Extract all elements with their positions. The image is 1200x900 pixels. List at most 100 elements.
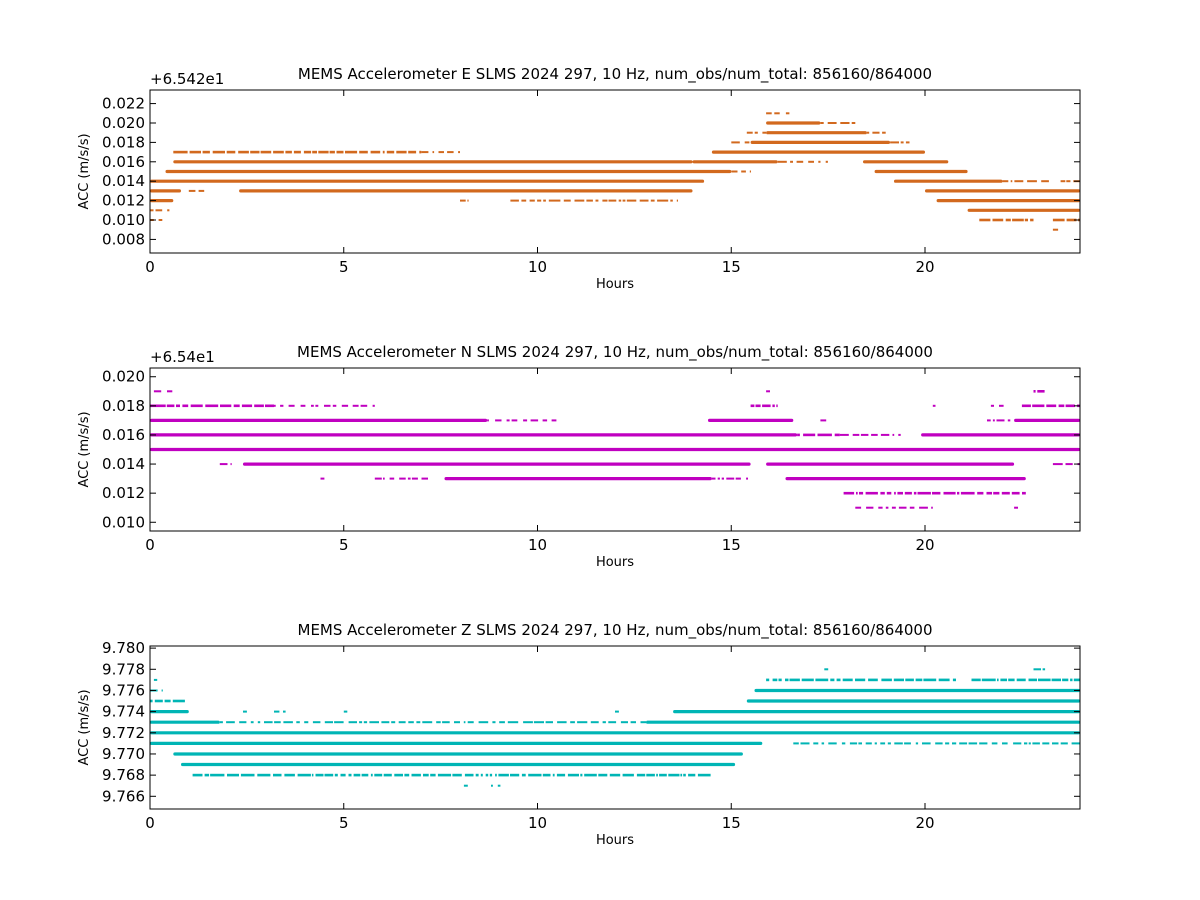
data-point	[422, 721, 433, 724]
data-point	[348, 773, 352, 777]
data-point	[968, 742, 978, 745]
x-axis-label: Hours	[596, 277, 634, 292]
data-point	[1007, 419, 1011, 422]
data-point	[825, 160, 828, 163]
data-band-sparse	[1052, 228, 1059, 231]
y-tick-label: 9.772	[102, 724, 145, 742]
data-point	[556, 773, 566, 777]
data-band-sparse	[866, 131, 886, 134]
data-point	[711, 477, 716, 480]
data-point	[528, 773, 542, 777]
data-point	[789, 678, 800, 682]
data-point	[250, 150, 260, 154]
data-band	[925, 189, 1080, 193]
data-point	[348, 721, 357, 724]
data-point	[396, 150, 407, 154]
data-point	[891, 506, 896, 509]
data-point	[855, 678, 866, 682]
data-point	[507, 721, 519, 724]
data-band	[874, 169, 968, 174]
data-band-sparse	[750, 404, 778, 408]
data-band-sparse	[979, 218, 1034, 222]
data-point	[167, 390, 173, 393]
data-band-sparse	[1014, 506, 1018, 509]
x-tick-label: 0	[145, 258, 155, 276]
y-tick-label: 0.016	[102, 153, 145, 171]
data-point	[495, 419, 502, 422]
data-point	[336, 150, 344, 154]
data-point	[332, 404, 337, 407]
y-axis-label: ACC (m/s/s)	[77, 689, 92, 765]
data-point	[979, 218, 991, 222]
data-point	[717, 477, 720, 480]
data-point	[491, 784, 493, 787]
data-point	[452, 773, 462, 777]
data-band	[150, 720, 220, 724]
data-band-sparse	[932, 404, 936, 407]
data-point	[639, 199, 649, 202]
data-point	[311, 404, 314, 407]
data-point	[164, 699, 171, 703]
y-axis: 9.766 9.768 9.770 9.772 9.774 9.776 9.778 9.780	[102, 639, 1080, 805]
chart-title: MEMS Accelerometer N SLMS 2024 297, 10 H…	[297, 343, 933, 362]
data-point	[315, 404, 319, 407]
data-point	[650, 199, 655, 202]
data-point	[230, 463, 232, 466]
data-point	[657, 199, 669, 202]
data-point	[250, 721, 254, 724]
data-point	[849, 742, 858, 745]
data-band	[150, 447, 1080, 452]
y-tick-label: 0.010	[102, 513, 145, 531]
data-point	[834, 433, 840, 437]
x-tick-label: 0	[145, 814, 155, 832]
x-tick-label: 10	[528, 814, 547, 832]
data-point	[999, 404, 1004, 407]
data-point	[529, 199, 535, 202]
data-point	[815, 678, 829, 682]
x-axis: 0 5 10 15 20	[145, 646, 935, 832]
data-point	[460, 199, 466, 202]
data-point	[1058, 404, 1065, 408]
data-point	[931, 506, 933, 509]
data-point	[1016, 678, 1026, 682]
data-point	[866, 131, 870, 134]
data-point	[1002, 180, 1009, 183]
data-point	[1071, 742, 1080, 745]
data-point	[1032, 404, 1045, 408]
data-point	[808, 160, 814, 163]
data-point	[369, 721, 379, 724]
data-point	[766, 678, 770, 682]
data-point	[487, 419, 489, 422]
data-point	[300, 404, 306, 407]
data-point	[1062, 678, 1069, 682]
data-point	[399, 477, 406, 480]
plot-frame	[149, 367, 1081, 532]
data-point	[859, 491, 864, 495]
data-point	[1042, 742, 1050, 745]
data-point	[297, 773, 311, 777]
data-point	[1060, 742, 1068, 745]
data-point	[749, 170, 751, 173]
data-point	[618, 199, 622, 202]
data-band-sparse	[491, 784, 501, 787]
data-point	[886, 491, 892, 495]
data-band	[173, 160, 693, 164]
data-point	[312, 721, 321, 724]
data-point	[304, 721, 309, 724]
data-point	[1014, 506, 1018, 509]
data-point	[324, 404, 331, 407]
data-band-sparse	[777, 160, 828, 163]
data-point	[992, 218, 1004, 222]
data-band-sparse	[843, 491, 1026, 495]
data-point	[584, 773, 597, 777]
data-point	[932, 491, 941, 495]
y-tick-label: 0.016	[102, 426, 145, 444]
y-tick-label: 0.018	[102, 133, 145, 151]
data-point	[878, 506, 883, 509]
data-point	[464, 773, 474, 777]
y-axis-label: ACC (m/s/s)	[77, 133, 92, 209]
y-tick-label: 9.768	[102, 766, 145, 784]
plot-area	[150, 646, 1080, 809]
data-point	[492, 721, 496, 724]
data-point	[772, 678, 778, 682]
